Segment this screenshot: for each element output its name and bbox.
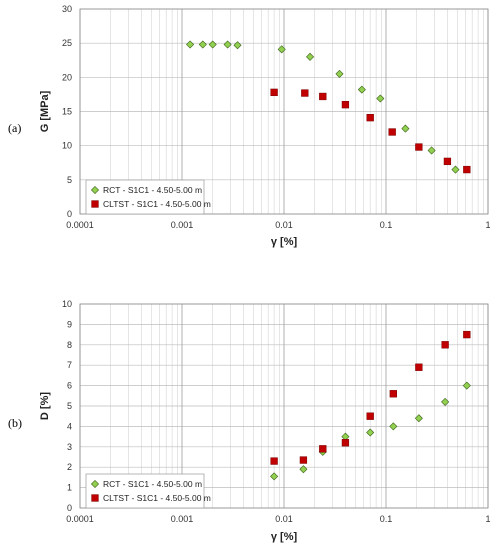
data-point (270, 472, 279, 481)
panel-label: (b) (8, 416, 22, 430)
x-tick-label: 0.01 (275, 220, 293, 230)
data-point (441, 341, 449, 349)
data-point (414, 414, 423, 423)
x-tick-label: 0.1 (380, 514, 393, 524)
legend-marker (91, 494, 99, 502)
series-2 (270, 330, 471, 465)
chart-panel-a: 0 5 10 15 20 25 30 0.0001 0.001 0.01 0.1 1 γ [%] G [M… (8, 4, 491, 248)
y-tick-label: 8 (67, 340, 72, 350)
data-point (357, 85, 366, 94)
data-point (186, 40, 195, 49)
data-point (462, 381, 471, 390)
y-tick-label: 0 (67, 209, 72, 219)
y-tick-label: 2 (67, 462, 72, 472)
y-tick-label: 5 (67, 401, 72, 411)
data-point (463, 165, 471, 174)
y-tick-label: 15 (62, 107, 72, 117)
data-point (319, 445, 327, 453)
x-tick-label: 1 (485, 514, 490, 524)
legend-entry-label: CLTST - S1C1 - 4.50-5.00 m (103, 199, 211, 209)
legend-box (85, 473, 205, 509)
legend-marker (90, 479, 100, 489)
data-point (427, 146, 436, 155)
series-2 (270, 88, 471, 174)
x-tick-label: 0.001 (171, 514, 194, 524)
legend: RCT - S1C1 - 4.50-5.00 m CLTST - S1C1 - 4… (85, 179, 211, 215)
x-axis-label: γ [%] (271, 531, 298, 543)
x-tick-label: 0.001 (171, 220, 194, 230)
data-point (341, 101, 350, 109)
y-tick-label: 7 (67, 360, 72, 370)
data-point (341, 439, 350, 447)
data-point (389, 422, 398, 431)
data-point (270, 457, 278, 465)
x-tick-label: 0.0001 (66, 514, 94, 524)
data-point (301, 89, 309, 97)
data-point (208, 40, 217, 49)
x-tick-label: 1 (485, 220, 490, 230)
y-tick-label: 3 (67, 442, 72, 452)
data-point (319, 92, 327, 101)
data-point (366, 114, 374, 122)
y-tick-label: 5 (67, 175, 72, 185)
y-tick-label: 6 (67, 381, 72, 391)
y-tick-label: 20 (62, 72, 72, 82)
x-tick-label: 0.1 (380, 220, 393, 230)
legend-marker (90, 185, 100, 195)
data-point (198, 40, 207, 49)
data-point (415, 143, 423, 151)
data-point (376, 94, 385, 103)
data-point (389, 390, 397, 398)
legend-entry-label: RCT - S1C1 - 4.50-5.00 m (103, 185, 202, 195)
series-1 (186, 40, 460, 174)
legend-entry-label: CLTST - S1C1 - 4.50-5.00 m (103, 493, 211, 503)
plot-frame (79, 303, 489, 509)
data-point (335, 69, 344, 78)
y-tick-label: 10 (62, 141, 72, 151)
chart-panel-b: 0 1 2 3 4 5 6 7 8 9 10 0.0001 0.001 0.01 0.1 1 γ [%] D [%… (8, 299, 491, 543)
legend: RCT - S1C1 - 4.50-5.00 m CLTST - S1C1 - 4… (85, 473, 211, 509)
data-point (277, 45, 286, 54)
data-point (388, 128, 396, 136)
data-point (299, 465, 308, 474)
data-point (443, 157, 452, 166)
legend-marker (91, 200, 99, 208)
data-point (366, 428, 375, 437)
data-point (463, 330, 471, 339)
panel-label: (a) (8, 121, 21, 135)
data-point (270, 88, 278, 97)
y-tick-label: 30 (62, 4, 72, 14)
y-axis-label: D [%] (39, 392, 51, 420)
data-point (306, 52, 315, 61)
data-point (233, 41, 242, 50)
y-tick-label: 0 (67, 503, 72, 513)
x-axis-label: γ [%] (271, 236, 298, 248)
y-tick-label: 9 (67, 319, 72, 329)
y-tick-label: 10 (62, 299, 72, 309)
data-point (299, 456, 308, 464)
data-point (223, 40, 232, 49)
legend-box (85, 179, 205, 215)
data-point (451, 165, 460, 174)
y-tick-label: 4 (67, 421, 72, 431)
data-point (401, 124, 410, 133)
plot-frame (79, 8, 489, 215)
data-point (415, 363, 423, 371)
y-tick-label: 25 (62, 38, 72, 48)
y-tick-label: 1 (67, 483, 72, 493)
series-1 (270, 381, 471, 481)
x-tick-label: 0.0001 (66, 220, 94, 230)
data-point (441, 397, 450, 406)
legend-entry-label: RCT - S1C1 - 4.50-5.00 m (103, 479, 202, 489)
y-axis-label: G [MPa] (39, 90, 51, 132)
x-tick-label: 0.01 (275, 514, 293, 524)
data-point (366, 412, 374, 420)
